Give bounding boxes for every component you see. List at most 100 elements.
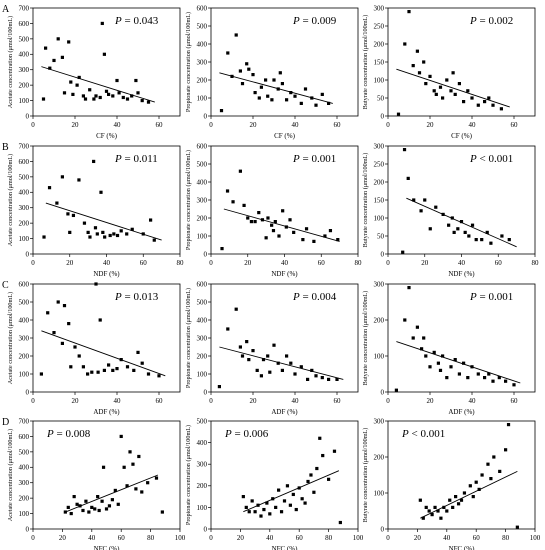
data-point <box>293 372 297 376</box>
data-point <box>268 512 272 516</box>
data-point <box>245 340 249 344</box>
data-point <box>93 507 97 511</box>
data-point <box>86 230 90 234</box>
x-tick-label: 60 <box>334 121 342 129</box>
data-point <box>471 495 475 499</box>
x-tick-label: 60 <box>156 397 164 405</box>
data-point <box>452 230 456 234</box>
data-point <box>474 238 478 242</box>
data-point <box>402 148 407 152</box>
data-point <box>251 73 255 77</box>
y-tick-label: 0 <box>204 525 208 533</box>
data-point <box>81 508 85 513</box>
y-tick-label: 100 <box>19 97 30 105</box>
x-tick-label: 60 <box>511 121 519 129</box>
y-tick-label: 600 <box>19 433 30 441</box>
data-point <box>403 318 407 322</box>
x-tick-label: 40 <box>443 534 451 542</box>
data-point <box>125 97 130 101</box>
data-point <box>299 365 303 369</box>
data-point <box>293 94 297 98</box>
data-point <box>438 368 443 372</box>
y-tick-label: 200 <box>374 316 385 324</box>
y-axis-label: Butyrate concentration (μmol/100mL) <box>362 291 369 386</box>
p-value-text: = 0.009 <box>302 15 336 27</box>
data-point <box>66 212 70 216</box>
y-tick-label: 700 <box>19 142 30 150</box>
data-point <box>328 229 333 233</box>
p-value-annotation: P = 0.013 <box>114 291 159 303</box>
data-point <box>259 514 263 518</box>
y-tick-label: 300 <box>19 334 30 342</box>
data-point <box>152 238 156 242</box>
x-axis-label: ADF (%) <box>448 408 475 416</box>
data-point <box>110 498 114 502</box>
data-point <box>323 234 327 238</box>
data-point <box>432 89 436 93</box>
scatter-panel: 0 20 40 60 80 0 100 200 300 400 500 600 700 NDF (%) Ac… <box>7 142 184 278</box>
data-point <box>154 476 159 480</box>
y-tick-label: 400 <box>197 178 208 186</box>
data-point <box>265 501 269 505</box>
data-point <box>264 78 268 82</box>
y-tick-label: 500 <box>19 448 30 456</box>
y-tick-label: 200 <box>197 352 208 360</box>
x-tick-label: 20 <box>414 534 422 542</box>
y-tick-label: 300 <box>197 334 208 342</box>
data-point <box>101 465 106 469</box>
scatter-panel: 0 20 40 60 80 0 100 200 300 400 500 600 NDF (%) Propi… <box>185 142 362 278</box>
p-value-text: = 0.004 <box>302 291 336 303</box>
data-point <box>420 347 424 351</box>
x-tick-label: 100 <box>175 534 186 542</box>
x-axis-label: NDF (%) <box>271 270 298 278</box>
regression-line <box>219 72 333 104</box>
data-point <box>103 235 107 239</box>
data-point <box>62 304 67 308</box>
y-tick-label: 700 <box>19 4 30 12</box>
y-tick-label: 300 <box>19 479 30 487</box>
data-point <box>271 229 276 233</box>
plot-frame <box>387 420 536 530</box>
data-point <box>90 505 94 509</box>
y-tick-label: 0 <box>26 112 30 120</box>
y-tick-label: 500 <box>19 298 30 306</box>
y-tick-label: 400 <box>197 316 208 324</box>
x-tick-label: 40 <box>292 397 300 405</box>
p-value-annotation: P = 0.009 <box>292 15 337 27</box>
scatter-panel: 0 20 40 60 80 100 0 100 200 300 NFC (%) Butyrate co… <box>362 417 541 550</box>
data-point <box>253 220 257 224</box>
p-symbol: P <box>469 153 477 165</box>
data-point <box>327 101 331 105</box>
y-tick-label: 600 <box>197 142 208 150</box>
data-point <box>483 376 487 380</box>
data-point <box>279 510 284 514</box>
data-point <box>101 230 105 234</box>
data-point <box>160 510 164 514</box>
data-point <box>492 455 496 459</box>
data-point <box>90 370 94 374</box>
data-point <box>497 376 501 380</box>
data-point <box>428 227 432 231</box>
data-point <box>407 286 411 290</box>
x-tick-label: 80 <box>502 534 510 542</box>
data-point <box>394 388 398 392</box>
data-point <box>39 372 43 376</box>
y-tick-label: 600 <box>19 20 30 28</box>
x-tick-label: 0 <box>209 259 213 267</box>
data-point <box>424 82 428 86</box>
data-point <box>71 92 75 96</box>
data-point <box>125 484 129 488</box>
data-point <box>467 234 471 238</box>
x-tick-label: 40 <box>114 121 122 129</box>
data-point <box>247 67 251 71</box>
x-tick-label: 80 <box>355 259 363 267</box>
data-point <box>432 350 436 354</box>
x-tick-label: 0 <box>31 397 35 405</box>
x-tick-label: 0 <box>31 259 35 267</box>
p-value-annotation: P = 0.004 <box>292 291 337 303</box>
data-point <box>270 223 274 227</box>
x-tick-label: 100 <box>530 534 541 542</box>
y-axis-label: Acetate concentration (μmol/100mL) <box>7 292 14 384</box>
y-tick-label: 150 <box>374 196 385 204</box>
data-point <box>55 201 59 205</box>
